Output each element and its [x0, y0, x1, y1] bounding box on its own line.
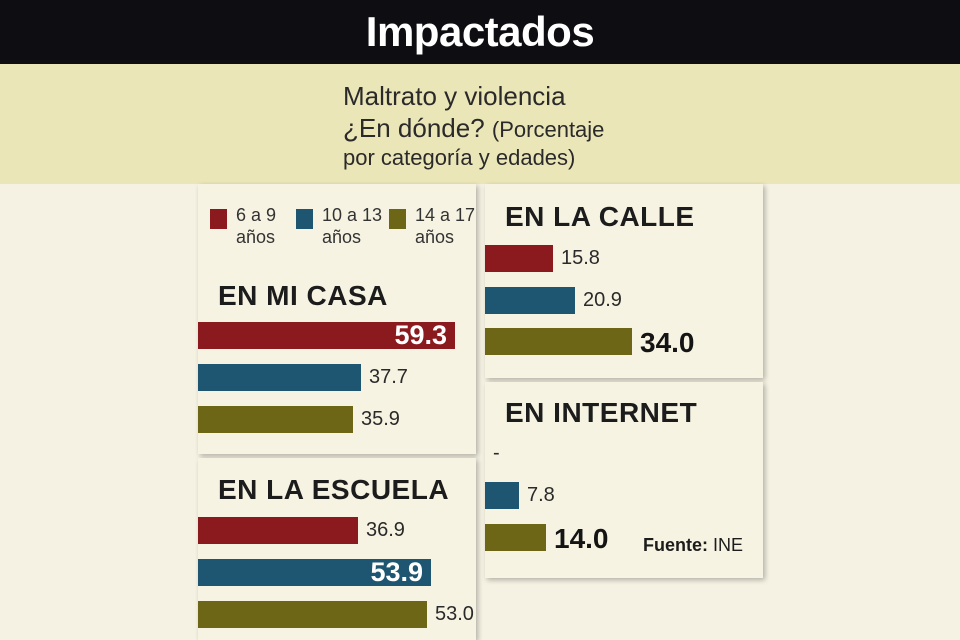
- subtitle-line-1: Maltrato y violencia: [343, 81, 566, 111]
- subtitle-line-2: ¿En dónde? (Porcentaje: [343, 112, 663, 144]
- bar-casa-6-9: [198, 322, 455, 349]
- bar-escuela-6-9: [198, 517, 358, 544]
- legend-label-10-13: 10 a 13 años: [322, 205, 382, 248]
- bar-calle-6-9: [485, 245, 553, 272]
- header-bar: Impactados: [0, 0, 960, 64]
- chart-subtitle: Maltrato y violencia ¿En dónde? (Porcent…: [343, 80, 663, 172]
- legend-10-13-line1: 10 a 13: [322, 205, 383, 225]
- legend-6-9-line1: 6 a 9: [236, 205, 277, 225]
- panel-title-internet: EN INTERNET: [505, 397, 698, 428]
- legend-label-14-17: 14 a 17 años: [415, 205, 475, 248]
- subtitle-unit-open: (Porcentaje: [491, 117, 605, 143]
- source-value: INE: [713, 535, 744, 555]
- value-label-calle-14-17: 34.0: [640, 327, 695, 358]
- value-label-casa-14-17: 35.9: [361, 408, 400, 430]
- legend-swatch-14-17: [389, 209, 406, 229]
- panel-title-casa: EN MI CASA: [218, 280, 388, 311]
- value-label-calle-10-13: 20.9: [583, 289, 622, 311]
- panel-title-calle: EN LA CALLE: [505, 201, 695, 232]
- source-note: Fuente: INE: [643, 535, 743, 556]
- bar-casa-14-17: [198, 406, 353, 433]
- subtitle-line-3: por categoría y edades): [343, 145, 576, 171]
- value-label-escuela-6-9: 36.9: [366, 519, 405, 541]
- legend-label-6-9: 6 a 9 años: [236, 205, 276, 248]
- subtitle-question: ¿En dónde?: [343, 113, 485, 144]
- value-label-escuela-14-17: 53.0: [435, 603, 474, 625]
- subtitle-band: [0, 64, 960, 184]
- value-label-escuela-10-13: 53.9: [370, 557, 423, 587]
- value-label-internet-14-17: 14.0: [554, 523, 609, 554]
- legend-6-9-line2: años: [236, 226, 276, 247]
- bar-escuela-14-17: [198, 601, 427, 628]
- bar-escuela-10-13: [198, 559, 431, 586]
- value-label-casa-6-9: 59.3: [394, 320, 447, 350]
- bar-calle-14-17: [485, 328, 632, 355]
- legend-14-17-line1: 14 a 17: [415, 205, 476, 225]
- legend-10-13-line2: años: [322, 226, 362, 247]
- legend-swatch-6-9: [210, 209, 227, 229]
- value-label-internet-10-13: 7.8: [527, 484, 555, 506]
- bar-internet-10-13: [485, 482, 519, 509]
- bar-internet-14-17: [485, 524, 546, 551]
- value-label-casa-10-13: 37.7: [369, 366, 408, 388]
- legend-14-17-line2: años: [415, 226, 455, 247]
- source-label: Fuente:: [643, 535, 708, 555]
- chart-title: Impactados: [365, 8, 595, 55]
- value-label-internet-6-9: -: [493, 442, 500, 464]
- bar-calle-10-13: [485, 287, 575, 314]
- bar-casa-10-13: [198, 364, 361, 391]
- value-label-calle-6-9: 15.8: [561, 247, 600, 269]
- panel-title-escuela: EN LA ESCUELA: [218, 474, 450, 505]
- legend-swatch-10-13: [296, 209, 313, 229]
